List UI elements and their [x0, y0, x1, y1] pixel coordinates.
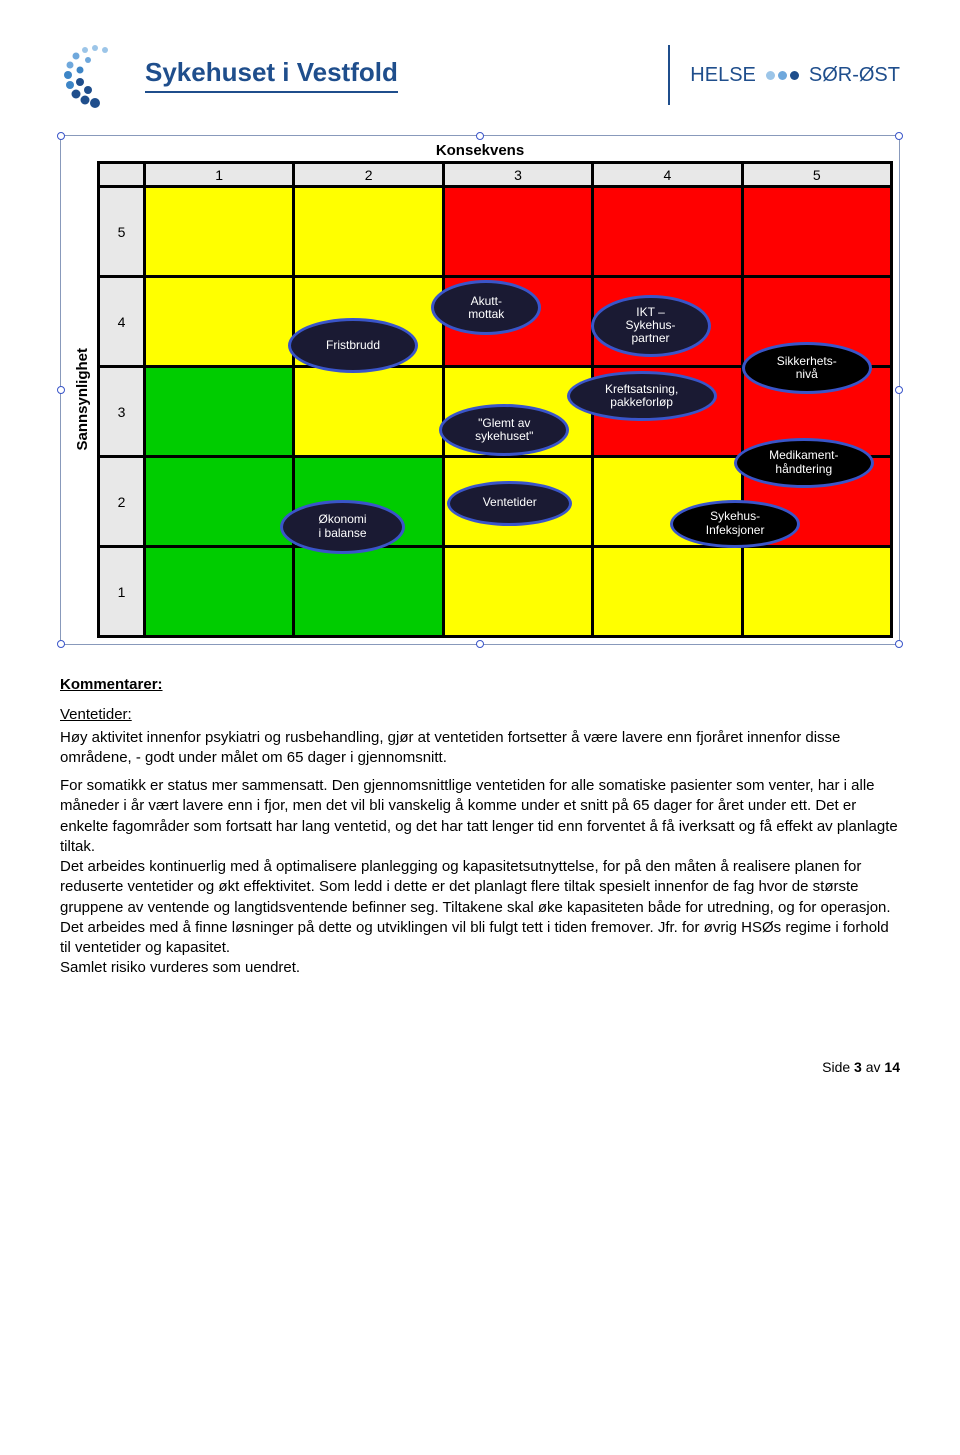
- heading-kommentarer: Kommentarer:: [60, 675, 900, 695]
- logo-right: HELSE SØR-ØST: [668, 45, 900, 105]
- x-tick: 5: [742, 163, 891, 187]
- selection-handle-icon: [57, 640, 65, 648]
- risk-cell: [145, 457, 294, 547]
- y-tick: 5: [99, 187, 145, 277]
- risk-cell: [742, 457, 891, 547]
- sorost-label: SØR-ØST: [809, 64, 900, 87]
- x-tick: 4: [593, 163, 742, 187]
- risk-cell: [593, 277, 742, 367]
- paragraph: For somatikk er status mer sammensatt. D…: [60, 776, 900, 857]
- selection-handle-icon: [895, 386, 903, 394]
- risk-cell: [145, 277, 294, 367]
- logo-dots-icon: [60, 40, 130, 110]
- risk-cell: [593, 547, 742, 637]
- x-tick: 2: [294, 163, 443, 187]
- heading-ventetider: Ventetider:: [60, 705, 900, 725]
- risk-cell: [443, 367, 592, 457]
- y-tick: 2: [99, 457, 145, 547]
- selection-handle-icon: [895, 132, 903, 140]
- logo-left: Sykehuset i Vestfold: [60, 40, 398, 110]
- risk-cell: [294, 367, 443, 457]
- paragraph: Samlet risiko vurderes som uendret.: [60, 958, 900, 978]
- selection-handle-icon: [895, 640, 903, 648]
- mini-dots-icon: [766, 71, 799, 80]
- selection-handle-icon: [476, 640, 484, 648]
- risk-cell: [593, 367, 742, 457]
- paragraph: Høy aktivitet innenfor psykiatri og rusb…: [60, 728, 900, 769]
- risk-cell: [145, 187, 294, 277]
- risk-cell: [145, 547, 294, 637]
- risk-cell: [443, 457, 592, 547]
- risk-cell: [742, 367, 891, 457]
- risk-cell: [742, 547, 891, 637]
- selection-handle-icon: [57, 132, 65, 140]
- paragraph: Det arbeides kontinuerlig med å optimali…: [60, 857, 900, 958]
- risk-cell: [294, 277, 443, 367]
- risk-grid: 1 2 3 4 5 54321: [97, 161, 893, 638]
- corner-cell: [99, 163, 145, 187]
- y-tick: 4: [99, 277, 145, 367]
- x-tick: 1: [145, 163, 294, 187]
- risk-cell: [294, 187, 443, 277]
- helse-label: HELSE: [690, 64, 756, 87]
- risk-cell: [443, 187, 592, 277]
- risk-matrix: Konsekvens Sannsynlighet 1 2 3 4 5 54321: [60, 135, 900, 645]
- risk-cell: [593, 187, 742, 277]
- header-rule: [145, 91, 398, 93]
- risk-cell: [593, 457, 742, 547]
- x-tick: 3: [443, 163, 592, 187]
- selection-handle-icon: [57, 386, 65, 394]
- y-tick: 1: [99, 547, 145, 637]
- risk-cell: [294, 547, 443, 637]
- risk-cell: [443, 277, 592, 367]
- page-footer: Side 3 av 14: [60, 1059, 900, 1075]
- selection-handle-icon: [476, 132, 484, 140]
- y-axis-label: Sannsynlighet: [67, 161, 97, 638]
- header-divider: [668, 45, 670, 105]
- body-text: Kommentarer: Ventetider: Høy aktivitet i…: [60, 675, 900, 979]
- risk-cell: [443, 547, 592, 637]
- page-header: Sykehuset i Vestfold HELSE SØR-ØST: [60, 40, 900, 110]
- risk-cell: [742, 187, 891, 277]
- y-tick: 3: [99, 367, 145, 457]
- org-name: Sykehuset i Vestfold: [145, 57, 398, 88]
- risk-cell: [742, 277, 891, 367]
- risk-cell: [294, 457, 443, 547]
- x-axis-label: Konsekvens: [67, 142, 893, 159]
- risk-cell: [145, 367, 294, 457]
